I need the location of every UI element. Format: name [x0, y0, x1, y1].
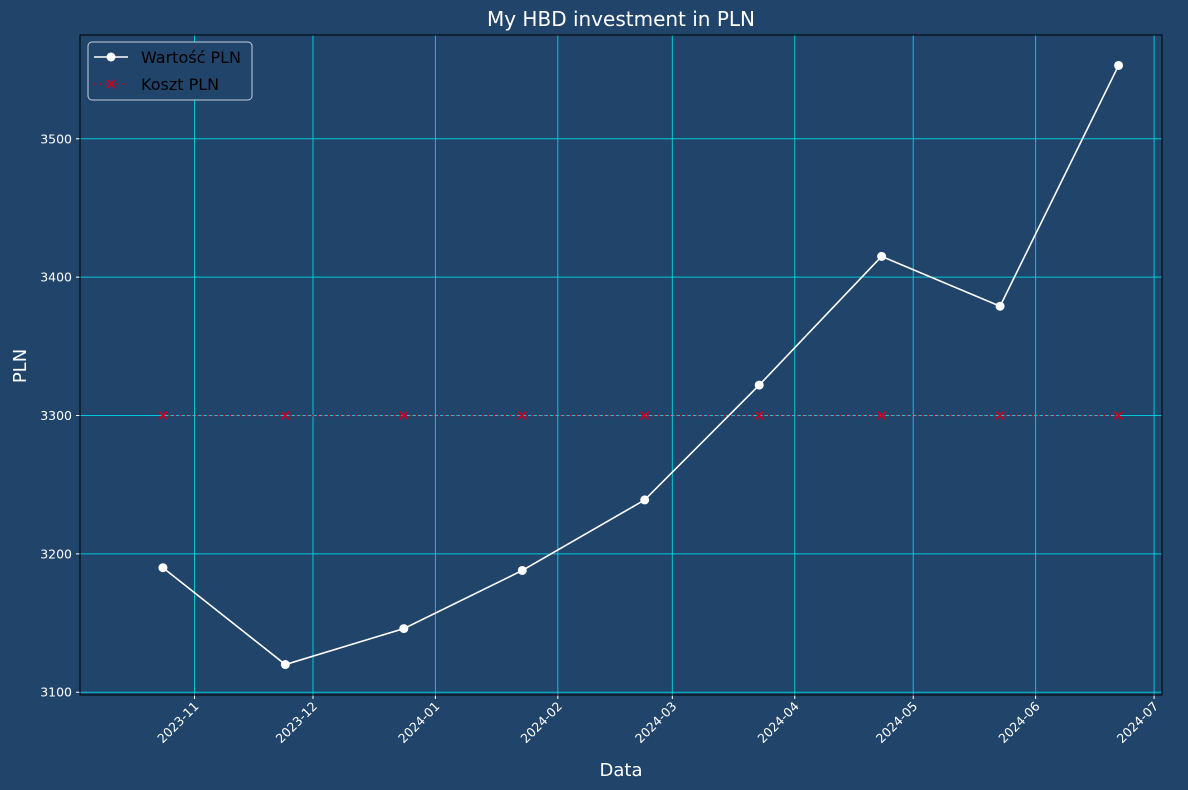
legend-marker	[106, 52, 116, 62]
x-axis-label: Data	[600, 760, 643, 781]
data-point	[158, 410, 168, 421]
data-point	[754, 410, 764, 421]
y-axis-ticks: 3100 3200 3300 3400 3500	[40, 131, 80, 700]
data-point	[280, 410, 290, 421]
legend-marker	[106, 79, 116, 89]
x-tick-label: 2024-06	[995, 698, 1043, 746]
y-tick-label: 3100	[40, 685, 72, 700]
series-0	[158, 60, 1124, 670]
data-point	[1113, 410, 1124, 421]
x-axis-ticks: 2023-11 2023-12 2024-01 2024-02 2024-03 2024-…	[154, 695, 1161, 746]
series-line	[162, 65, 1120, 666]
y-axis-label: PLN	[10, 349, 31, 383]
data-point	[517, 410, 527, 421]
series-1	[158, 410, 1124, 421]
data-point	[517, 565, 527, 575]
data-point	[640, 495, 650, 505]
x-tick-label: 2024-07	[1114, 699, 1162, 747]
x-tick-label: 2024-04	[754, 698, 802, 746]
data-point	[754, 380, 764, 390]
legend-label: Wartość PLN	[141, 48, 241, 67]
y-tick-label: 3500	[40, 131, 72, 146]
data-point	[877, 410, 887, 421]
data-point	[158, 563, 168, 573]
y-tick-label: 3400	[40, 270, 72, 285]
data-point	[399, 410, 409, 421]
x-tick-label: 2024-02	[517, 699, 565, 747]
data-point	[1114, 60, 1124, 70]
data-point	[640, 410, 650, 421]
x-tick-label: 2024-05	[873, 699, 921, 747]
legend: Wartość PLN Koszt PLN	[87, 41, 253, 101]
x-tick-label: 2024-03	[632, 699, 680, 747]
chart-title: My HBD investment in PLN	[487, 7, 755, 31]
x-tick-label: 2023-11	[154, 699, 202, 747]
series-layer	[158, 60, 1124, 670]
data-point	[877, 251, 887, 261]
grid	[80, 35, 1162, 695]
data-point	[995, 410, 1005, 421]
x-tick-label: 2024-01	[395, 699, 443, 747]
legend-label: Koszt PLN	[141, 75, 219, 94]
y-tick-label: 3200	[40, 546, 72, 561]
x-tick-label: 2023-12	[273, 699, 321, 747]
data-point	[280, 660, 290, 670]
data-point	[399, 624, 409, 634]
legend-box	[87, 41, 253, 101]
y-tick-label: 3300	[40, 408, 72, 423]
data-point	[995, 301, 1005, 311]
plot-frame	[79, 34, 1163, 696]
